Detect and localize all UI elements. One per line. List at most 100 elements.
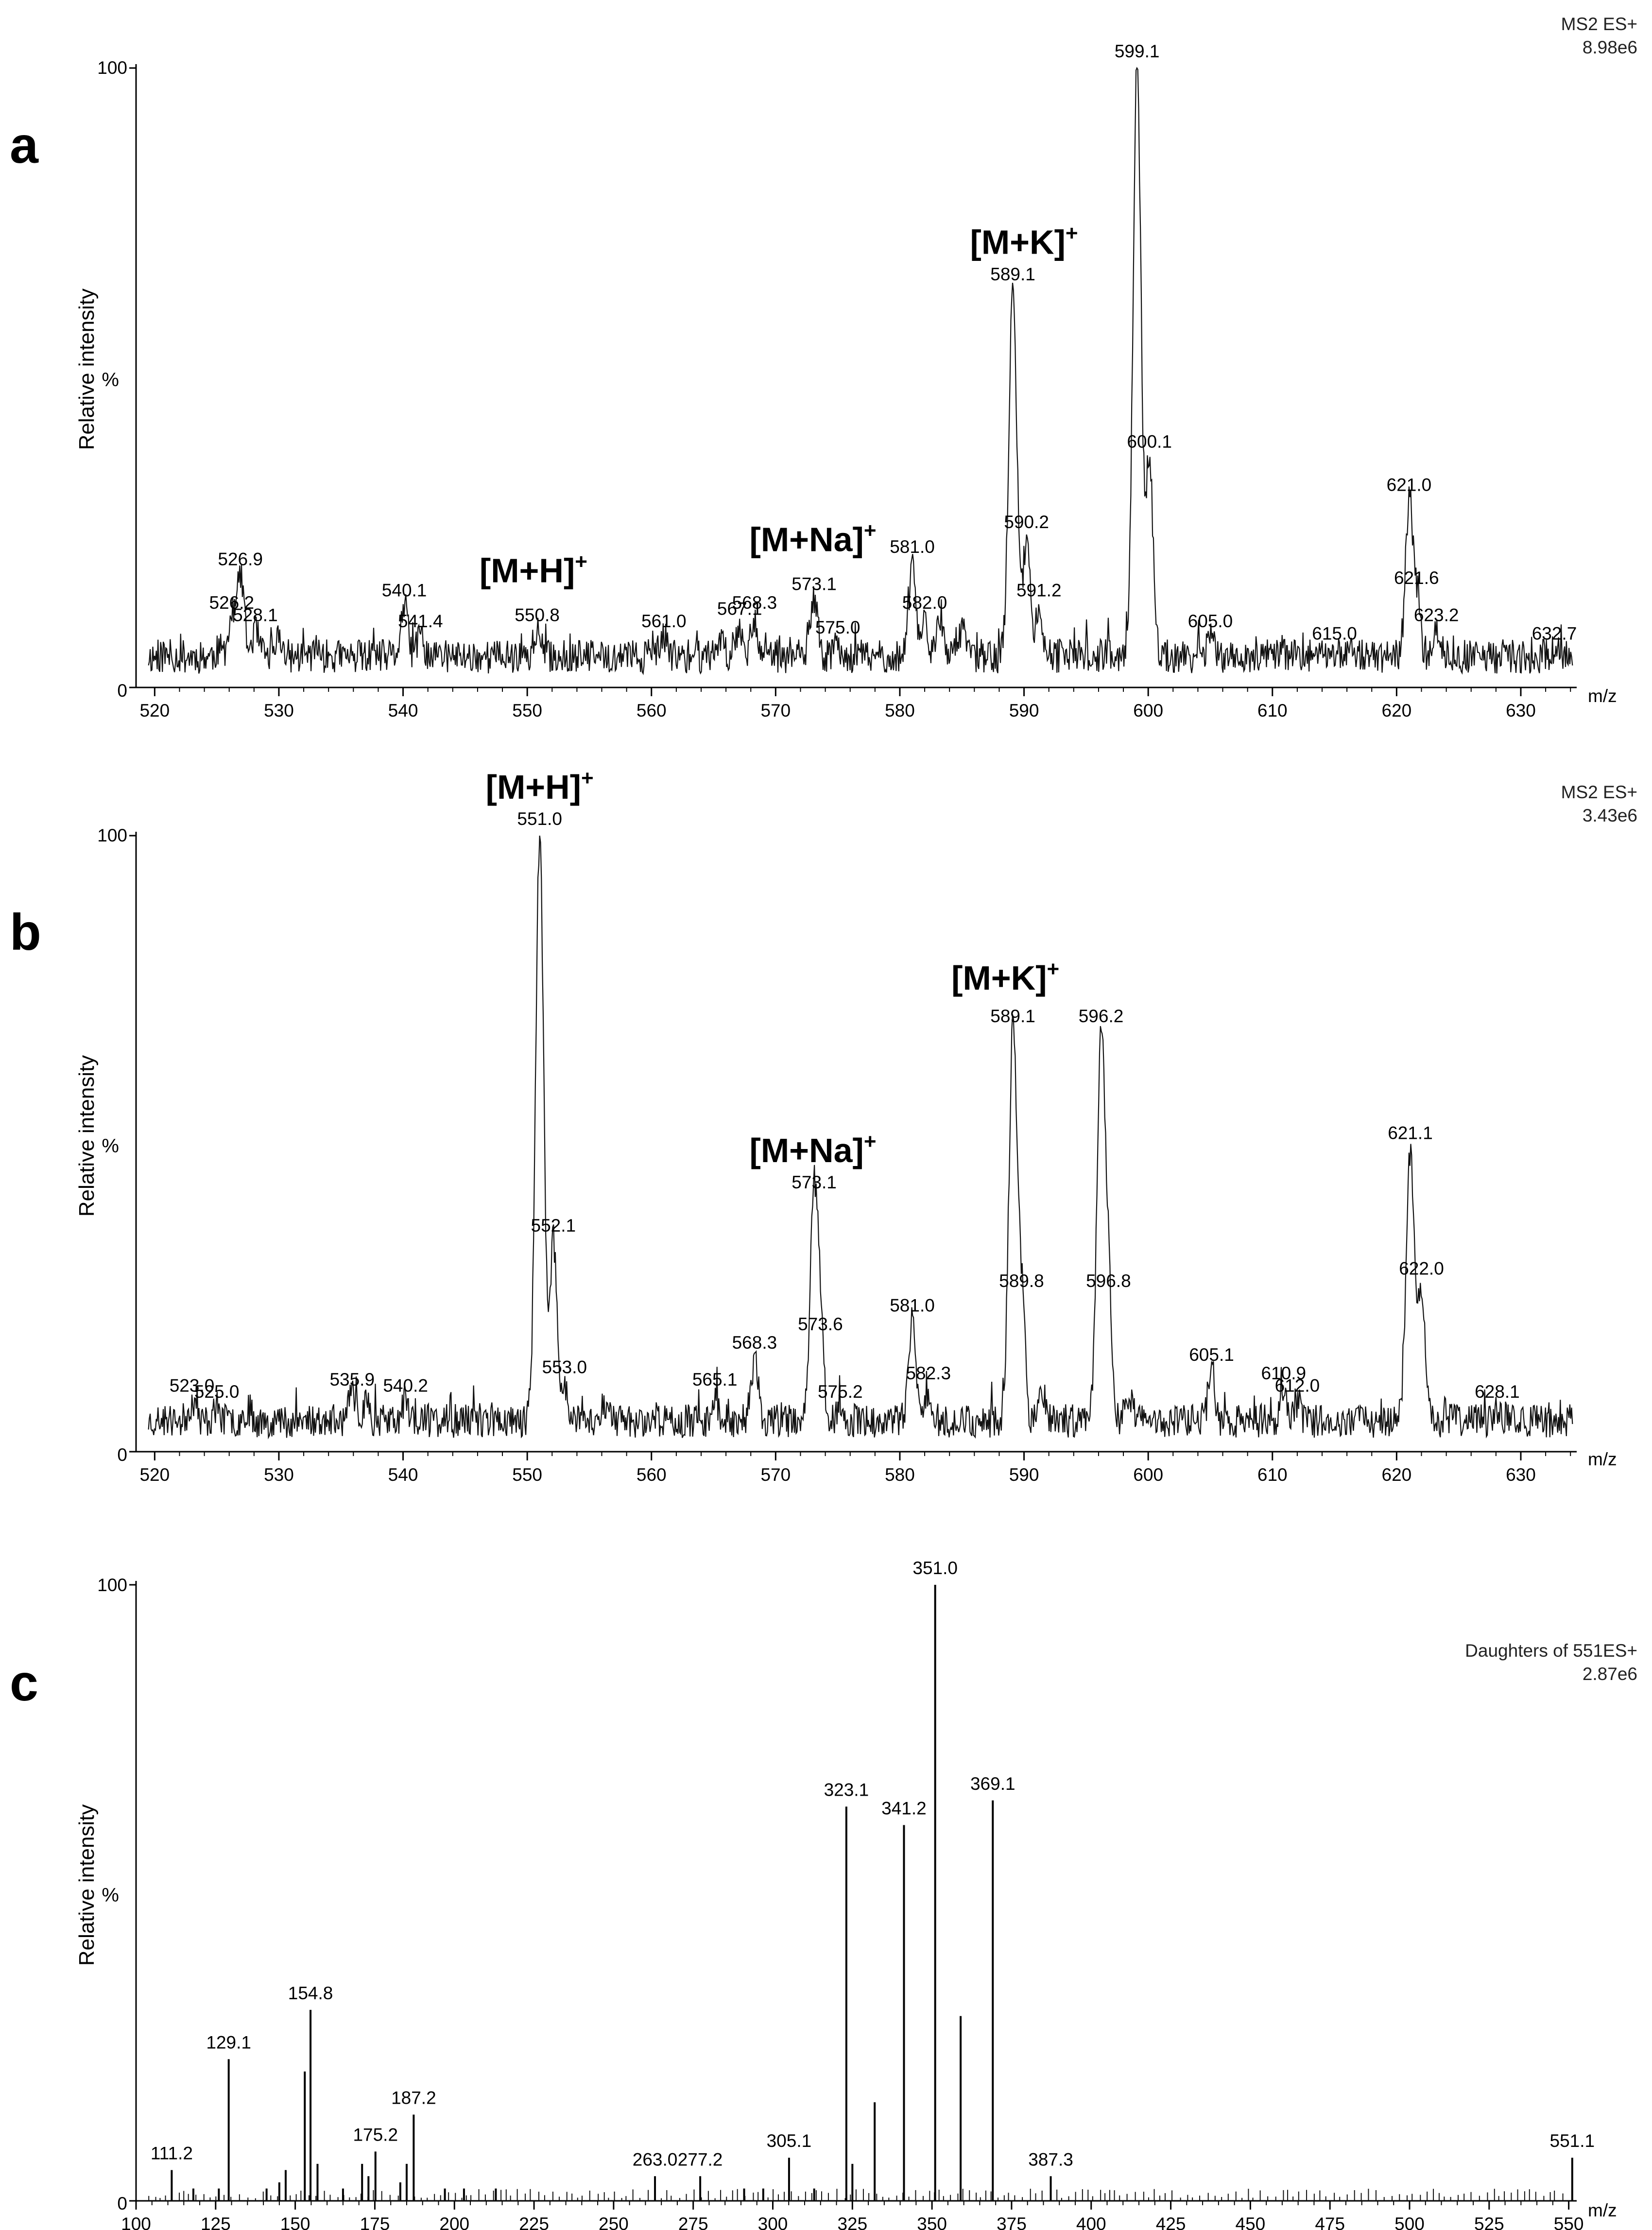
x-tick-label: 450 [1236, 2214, 1266, 2230]
peak-label: 573.6 [798, 1314, 843, 1334]
peak-label: 561.0 [641, 611, 687, 631]
ion-annotation: [M+Na]+ [750, 1130, 877, 1169]
peak-label: 552.1 [531, 1216, 576, 1235]
x-tick-label: 560 [637, 701, 667, 720]
peak-label: 591.2 [1016, 580, 1062, 600]
panel-letter-a: a [10, 117, 39, 174]
x-tick-label: 540 [388, 1465, 418, 1485]
x-tick-label: 560 [637, 1465, 667, 1485]
ion-annotation: [M+H]+ [486, 766, 594, 806]
x-tick-label: 540 [388, 701, 418, 720]
x-tick-label: 600 [1133, 1465, 1163, 1485]
peak-label: 575.2 [818, 1382, 863, 1402]
peak-label: 523.0 [170, 1376, 215, 1396]
peak-label: 526.9 [218, 549, 263, 569]
peak-label: 277.2 [678, 2149, 723, 2169]
spectrum-panel-a: Relative intensity % 100 0 MS2 ES+ 8.98e… [75, 14, 1637, 720]
base-intensity-a: 8.98e6 [1583, 37, 1637, 57]
peak-label: 129.1 [206, 2032, 251, 2052]
peak-label: 575.0 [815, 618, 860, 637]
peak-label: 621.1 [1388, 1123, 1433, 1143]
peak-label: 568.3 [732, 593, 777, 613]
x-tick-label: 520 [139, 701, 170, 720]
x-tick-label: 580 [885, 701, 915, 720]
peak-label: 540.1 [382, 580, 427, 600]
x-tick-label: 580 [885, 1465, 915, 1485]
peak-label: 622.0 [1399, 1259, 1444, 1279]
peak-label: 323.1 [824, 1780, 869, 1800]
ion-annotation: [M+H]+ [480, 549, 587, 589]
x-tick-label: 520 [139, 1465, 170, 1485]
y-tick-b-100: 100 [97, 825, 127, 845]
peak-label: 565.1 [692, 1370, 738, 1389]
x-tick-label: 150 [280, 2214, 310, 2230]
peak-label: 615.0 [1312, 624, 1357, 644]
y-axis-label-a: Relative intensity [75, 289, 99, 450]
x-tick-label: 570 [760, 701, 791, 720]
x-tick-label: 375 [997, 2214, 1027, 2230]
peak-label: 632.7 [1532, 624, 1577, 644]
scan-type-a: MS2 ES+ [1561, 14, 1637, 34]
peak-label: 540.2 [383, 1376, 428, 1396]
peak-label: 621.0 [1387, 475, 1432, 495]
y-tick-a-0: 0 [117, 681, 127, 701]
base-intensity-c: 2.87e6 [1583, 1664, 1637, 1684]
peak-label: 589.8 [999, 1271, 1044, 1291]
x-tick-label: 550 [512, 701, 542, 720]
peak-label: 369.1 [970, 1774, 1015, 1794]
y-unit-c: % [102, 1885, 119, 1906]
peak-label: 187.2 [391, 2088, 436, 2108]
y-tick-a-100: 100 [97, 58, 127, 78]
y-unit-b: % [102, 1135, 119, 1157]
peak-label: 599.1 [1115, 41, 1160, 61]
x-tick-label: 530 [264, 1465, 294, 1485]
x-tick-label: 200 [439, 2214, 469, 2230]
spectrum-trace-a [148, 67, 1573, 675]
x-tick-label: 600 [1133, 701, 1163, 720]
panel-letter-b: b [10, 904, 41, 961]
x-tick-label: 400 [1076, 2214, 1106, 2230]
ion-annotation: [M+K]+ [951, 957, 1059, 997]
peak-label: 567.1 [717, 599, 762, 619]
x-tick-label: 475 [1315, 2214, 1345, 2230]
peak-label: 610.9 [1261, 1363, 1306, 1383]
x-tick-label: 350 [917, 2214, 947, 2230]
y-unit-a: % [102, 369, 119, 391]
peak-label: 154.8 [288, 1983, 333, 2003]
x-tick-label: 525 [1474, 2214, 1504, 2230]
peak-label: 551.0 [517, 809, 562, 829]
peak-label: 621.6 [1394, 568, 1439, 588]
peak-label: 596.2 [1079, 1006, 1124, 1026]
y-tick-b-0: 0 [117, 1445, 127, 1465]
peak-label: 175.2 [353, 2125, 398, 2145]
peak-label: 573.1 [792, 1172, 837, 1192]
peak-label: 341.2 [881, 1799, 927, 1818]
peak-label: 573.1 [792, 574, 837, 594]
peak-label: 568.3 [732, 1333, 777, 1353]
x-tick-label: 325 [837, 2214, 867, 2230]
peak-label: 351.0 [912, 1558, 958, 1578]
x-tick-label: 425 [1156, 2214, 1186, 2230]
x-tick-label: 590 [1009, 701, 1039, 720]
x-tick-label: 100 [121, 2214, 151, 2230]
peak-label: 553.0 [542, 1357, 587, 1377]
x-tick-label: 250 [599, 2214, 629, 2230]
peak-label: 605.0 [1188, 611, 1233, 631]
x-axis-label-c: m/z [1588, 2200, 1617, 2220]
base-intensity-b: 3.43e6 [1583, 806, 1637, 825]
peak-label: 581.0 [890, 537, 935, 557]
x-tick-label: 610 [1257, 1465, 1288, 1485]
peak-label: 605.1 [1189, 1345, 1234, 1365]
x-tick-label: 570 [760, 1465, 791, 1485]
peak-label: 623.2 [1414, 605, 1459, 625]
y-axis-label-c: Relative intensity [75, 1804, 99, 1966]
peak-label: 525.0 [194, 1382, 240, 1402]
x-tick-label: 530 [264, 701, 294, 720]
panel-letter-c: c [10, 1654, 38, 1712]
peak-label: 600.1 [1127, 431, 1172, 451]
peak-label: 582.3 [906, 1363, 951, 1383]
peak-label: 581.0 [890, 1296, 935, 1316]
x-tick-label: 175 [360, 2214, 390, 2230]
y-axis-label-b: Relative intensity [75, 1055, 99, 1217]
